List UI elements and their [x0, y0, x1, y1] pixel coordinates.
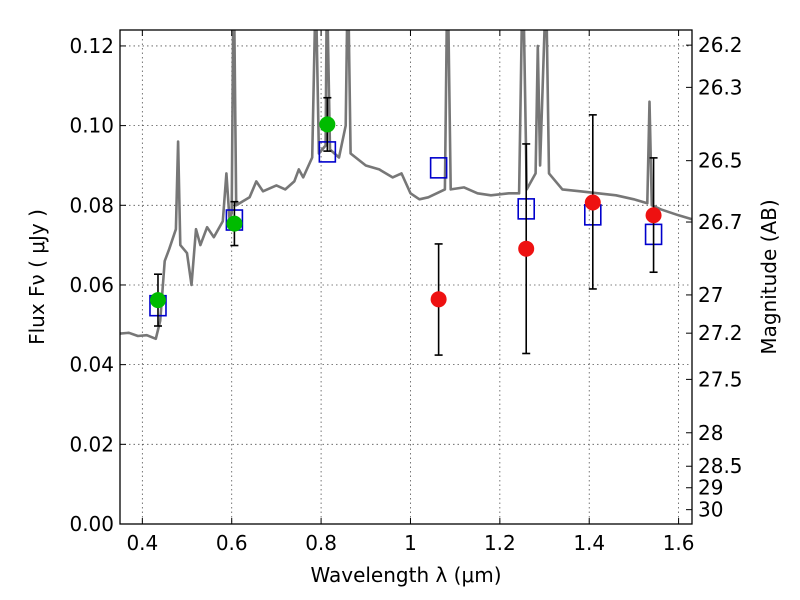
y2-tick-label: 26.2: [698, 33, 743, 57]
x-tick-label: 0.8: [305, 531, 337, 555]
data-point: [518, 240, 535, 257]
y-tick-label: 0.10: [69, 114, 114, 138]
x-tick-label: 1: [404, 531, 417, 555]
x-axis-label: Wavelength λ (μm): [310, 563, 501, 587]
data-point: [584, 194, 601, 211]
x-tick-label: 1.4: [573, 531, 605, 555]
y2-axis-label: Magnitude (AB): [757, 199, 781, 354]
y2-tick-label: 29: [698, 476, 723, 500]
data-point: [645, 207, 662, 224]
x-tick-label: 0.6: [216, 531, 248, 555]
y2-tick-label: 28: [698, 421, 723, 445]
y2-tick-label: 28.5: [698, 454, 743, 478]
grid: [120, 30, 692, 525]
y-tick-label: 0.06: [69, 273, 114, 297]
y-tick-label: 0.08: [69, 193, 114, 217]
data-point: [319, 116, 336, 133]
y2-tick-label: 27.5: [698, 367, 743, 391]
axes: 0.4 0.6 0.8 1 1.2 1.4 1.6 0.00 0.02 0.04 0.06 0.08 0…: [69, 30, 743, 555]
y2-tick-label: 30: [698, 498, 723, 522]
data-point: [149, 292, 166, 309]
y-axis-label: Flux Fν ( μJy ): [25, 209, 49, 345]
y-tick-label: 0.00: [69, 512, 114, 536]
y-tick-label: 0.04: [69, 353, 114, 377]
y-tick-label: 0.02: [69, 432, 114, 456]
model-square: [429, 157, 448, 179]
y-tick-label: 0.12: [69, 34, 114, 58]
y2-tick-label: 26.7: [698, 210, 743, 234]
spectrum-line: [120, 30, 692, 341]
data-point: [430, 291, 447, 308]
plot-area: [120, 30, 692, 356]
x-tick-label: 1.2: [484, 531, 516, 555]
y2-tick-label: 27.2: [698, 321, 743, 345]
x-tick-label: 0.4: [126, 531, 158, 555]
data-point: [226, 215, 243, 232]
x-tick-label: 1.6: [663, 531, 695, 555]
y2-tick-label: 26.5: [698, 149, 743, 173]
y2-tick-label: 26.3: [698, 75, 743, 99]
plot-frame: [119, 29, 693, 525]
y2-tick-label: 27: [698, 283, 723, 307]
